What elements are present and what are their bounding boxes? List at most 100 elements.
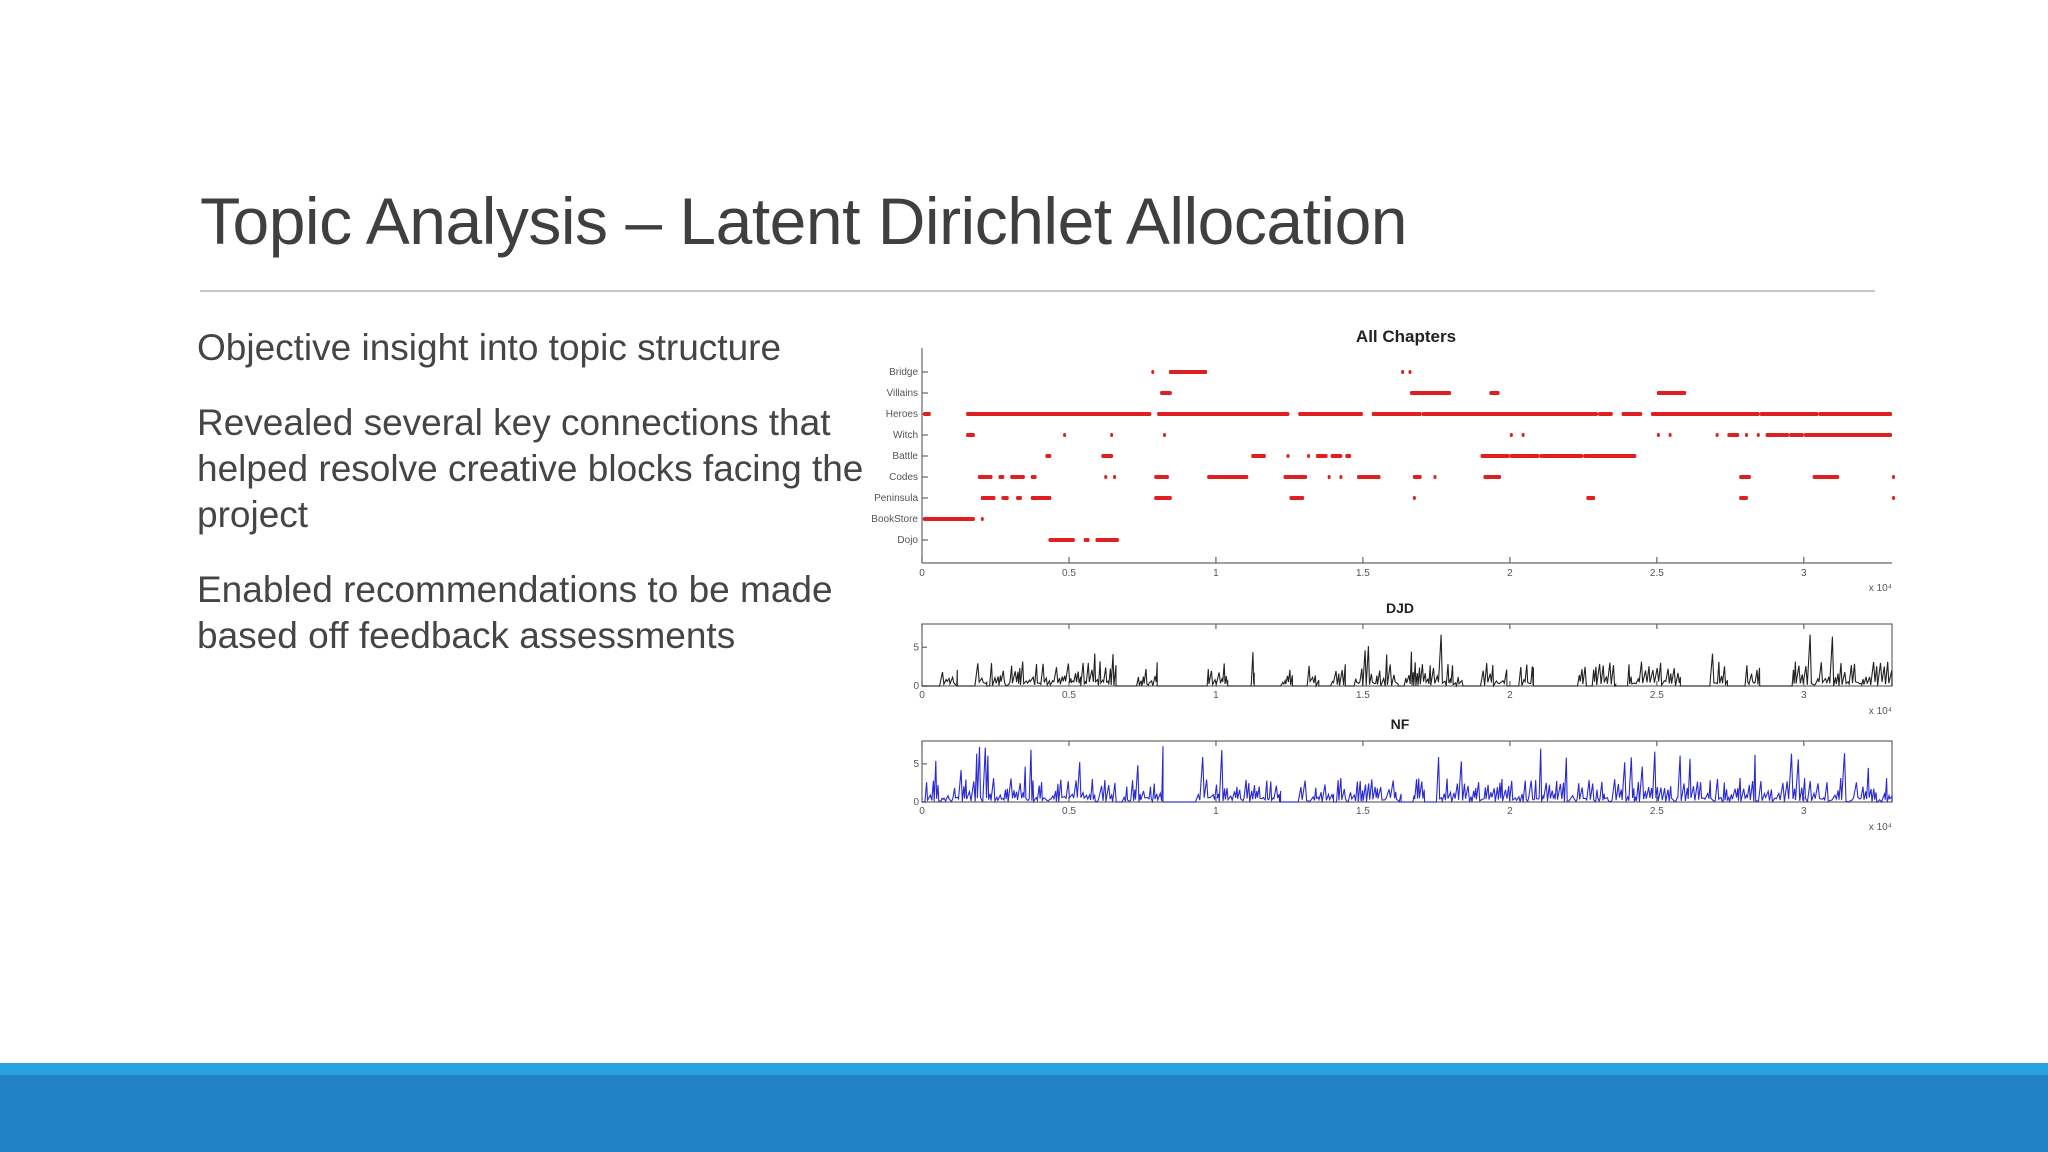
topic-segment-bridge xyxy=(1151,370,1155,374)
footer-accent-stripe xyxy=(0,1063,2048,1075)
x-tick-label: 3 xyxy=(1801,690,1807,701)
topic-segment-battle xyxy=(1330,454,1343,458)
topic-segment-heroes xyxy=(1759,412,1819,416)
y-tick-label: Bridge xyxy=(889,367,918,378)
chart-title-djd: DJD xyxy=(1386,600,1414,616)
x-tick-label: 1.5 xyxy=(1356,690,1370,701)
topic-segment-codes xyxy=(1327,475,1331,479)
topic-segment-peninsula xyxy=(1586,496,1596,500)
topic-segment-battle xyxy=(1045,454,1052,458)
x-tick-label: 2.5 xyxy=(1650,690,1664,701)
y-tick-label: BookStore xyxy=(871,514,918,525)
x-tick-label: 3 xyxy=(1801,806,1807,817)
y-tick-label: Dojo xyxy=(897,535,918,546)
x-multiplier-label: x 10⁴ xyxy=(1869,822,1892,833)
topic-segment-codes xyxy=(977,475,993,479)
x-tick-label: 1 xyxy=(1213,690,1219,701)
topic-segment-codes xyxy=(998,475,1005,479)
x-multiplier-label: x 10⁴ xyxy=(1869,706,1892,717)
bullet-item: Objective insight into topic structure xyxy=(197,327,782,368)
topic-segment-peninsula xyxy=(1016,496,1022,500)
x-tick-label: 2 xyxy=(1507,690,1513,701)
topic-segment-heroes xyxy=(1598,412,1613,416)
plot-frame-djd xyxy=(921,623,1893,687)
bullet-list: Objective insight into topic structure R… xyxy=(197,325,887,688)
x-multiplier-label: x 10⁴ xyxy=(1869,583,1892,594)
topic-segment-codes xyxy=(1433,475,1437,479)
x-tick-label: 1 xyxy=(1213,806,1219,817)
topic-segment-peninsula xyxy=(980,496,996,500)
y-tick-label: 5 xyxy=(913,642,919,653)
topic-segment-witch xyxy=(1163,433,1167,437)
topic-segment-peninsula xyxy=(1412,496,1416,500)
topic-segment-codes xyxy=(1739,475,1751,479)
topic-segment-bridge xyxy=(1401,370,1405,374)
topic-segment-heroes xyxy=(1818,412,1892,416)
topic-segment-peninsula xyxy=(1154,496,1172,500)
topic-segment-codes xyxy=(1283,475,1308,479)
plot-frame-nf xyxy=(921,740,1893,803)
y-tick-label: 0 xyxy=(913,681,919,692)
topic-segment-heroes xyxy=(1421,412,1599,416)
topic-segment-codes xyxy=(1104,475,1108,479)
topic-segment-witch xyxy=(1727,433,1740,437)
topic-segment-heroes xyxy=(1371,412,1422,416)
topic-segment-battle xyxy=(1345,454,1352,458)
x-tick-label: 1.5 xyxy=(1356,806,1370,817)
topic-segment-witch xyxy=(1521,433,1525,437)
topic-segment-witch xyxy=(1110,433,1114,437)
topic-segment-bookstore xyxy=(923,517,975,521)
y-tick-label: 5 xyxy=(913,759,919,770)
series-line-nf xyxy=(922,746,1893,804)
x-tick-label: 0.5 xyxy=(1062,690,1076,701)
topic-segment-battle xyxy=(1101,454,1114,458)
topic-segment-villains xyxy=(1489,391,1500,395)
topic-charts-svg: All Chapters Bridge Villains Heroes Witch Bat… xyxy=(871,327,1895,833)
topic-segment-battle xyxy=(1307,454,1311,458)
topic-segment-battle xyxy=(1509,454,1540,458)
chart-title-all-chapters: All Chapters xyxy=(1356,327,1456,346)
topic-segment-battle xyxy=(1480,454,1510,458)
topic-segment-dojo xyxy=(1095,538,1119,542)
topic-segment-witch xyxy=(1656,433,1660,437)
x-tick-label: 2.5 xyxy=(1650,806,1664,817)
y-tick-label: Peninsula xyxy=(874,493,918,504)
topic-segment-peninsula xyxy=(1892,496,1895,500)
x-tick-label: 1.5 xyxy=(1356,568,1370,579)
topic-segment-witch xyxy=(1745,433,1749,437)
topic-segment-witch xyxy=(1756,433,1760,437)
x-tick-label: 3 xyxy=(1801,568,1807,579)
topic-segment-witch xyxy=(1765,433,1790,437)
topic-segment-bridge xyxy=(1168,370,1208,374)
topic-segment-heroes xyxy=(1298,412,1363,416)
topic-segment-witch xyxy=(966,433,975,437)
topic-segment-witch xyxy=(1509,433,1513,437)
series-line-djd xyxy=(922,634,1893,688)
topic-segment-dojo xyxy=(1048,538,1075,542)
topic-segment-witch xyxy=(1789,433,1804,437)
topic-segment-codes xyxy=(1812,475,1840,479)
topic-segment-villains xyxy=(1656,391,1687,395)
topic-segment-battle xyxy=(1286,454,1290,458)
bullet-item: Revealed several key connections that he… xyxy=(197,402,864,535)
topic-segment-codes xyxy=(1154,475,1169,479)
x-tick-label: 0 xyxy=(919,568,925,579)
topic-segment-peninsula xyxy=(1739,496,1748,500)
topic-segment-codes xyxy=(1892,475,1895,479)
topic-segment-codes xyxy=(1030,475,1037,479)
chart-title-nf: NF xyxy=(1391,716,1410,732)
y-tick-label: Villains xyxy=(887,388,919,399)
topic-segment-witch xyxy=(1668,433,1672,437)
topic-segment-dojo xyxy=(1083,538,1090,542)
y-tick-label: Witch xyxy=(893,430,918,441)
y-tick-label: Codes xyxy=(889,472,918,483)
topic-segment-peninsula xyxy=(1289,496,1305,500)
topic-segment-battle xyxy=(1539,454,1584,458)
topic-segment-peninsula xyxy=(1001,496,1009,500)
footer-bar xyxy=(0,1063,2048,1152)
topic-segment-codes xyxy=(1113,475,1117,479)
topic-segment-heroes xyxy=(1650,412,1760,416)
topic-segment-codes xyxy=(1339,475,1343,479)
topic-segment-heroes xyxy=(1621,412,1643,416)
title-divider xyxy=(200,290,1875,292)
